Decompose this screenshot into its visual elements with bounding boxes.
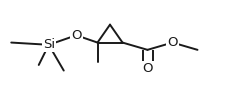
Text: O: O — [167, 36, 178, 49]
Text: Si: Si — [43, 38, 55, 51]
Text: O: O — [71, 29, 82, 42]
Text: O: O — [142, 62, 153, 75]
